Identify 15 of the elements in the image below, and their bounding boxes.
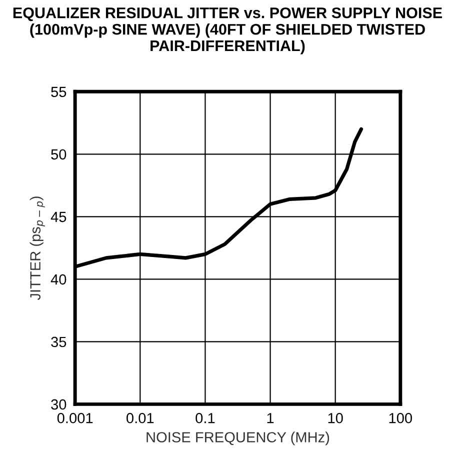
x-tick-label: 0.01 bbox=[126, 412, 154, 424]
x-axis-title: NOISE FREQUENCY (MHz) bbox=[146, 432, 330, 446]
x-tick-label: 1 bbox=[267, 413, 274, 424]
x-tick-label: 100 bbox=[389, 412, 412, 424]
y-tick-label: 40 bbox=[50, 274, 66, 285]
x-tick-label: 0.001 bbox=[57, 412, 93, 424]
y-tick-label: 45 bbox=[50, 212, 66, 222]
y-tick-label: 55 bbox=[51, 86, 66, 98]
y-tick-label: 50 bbox=[51, 149, 66, 160]
y-tick-label: 35 bbox=[51, 336, 66, 348]
chart-title: EQUALIZER RESIDUAL JITTER vs. POWER SUPPLY NOISE (100mVp-p SINE WAVE) (40FT OF SHIELDED TWISTED PAIR-DIFFERENTIAL) bbox=[13, 7, 442, 54]
x-tick-label: 10 bbox=[328, 412, 343, 424]
y-tick-label: 30 bbox=[51, 399, 66, 410]
y-axis-title: JITTER (ps$_{p−p}$) bbox=[30, 196, 45, 300]
x-tick-label: 0.1 bbox=[196, 412, 215, 424]
